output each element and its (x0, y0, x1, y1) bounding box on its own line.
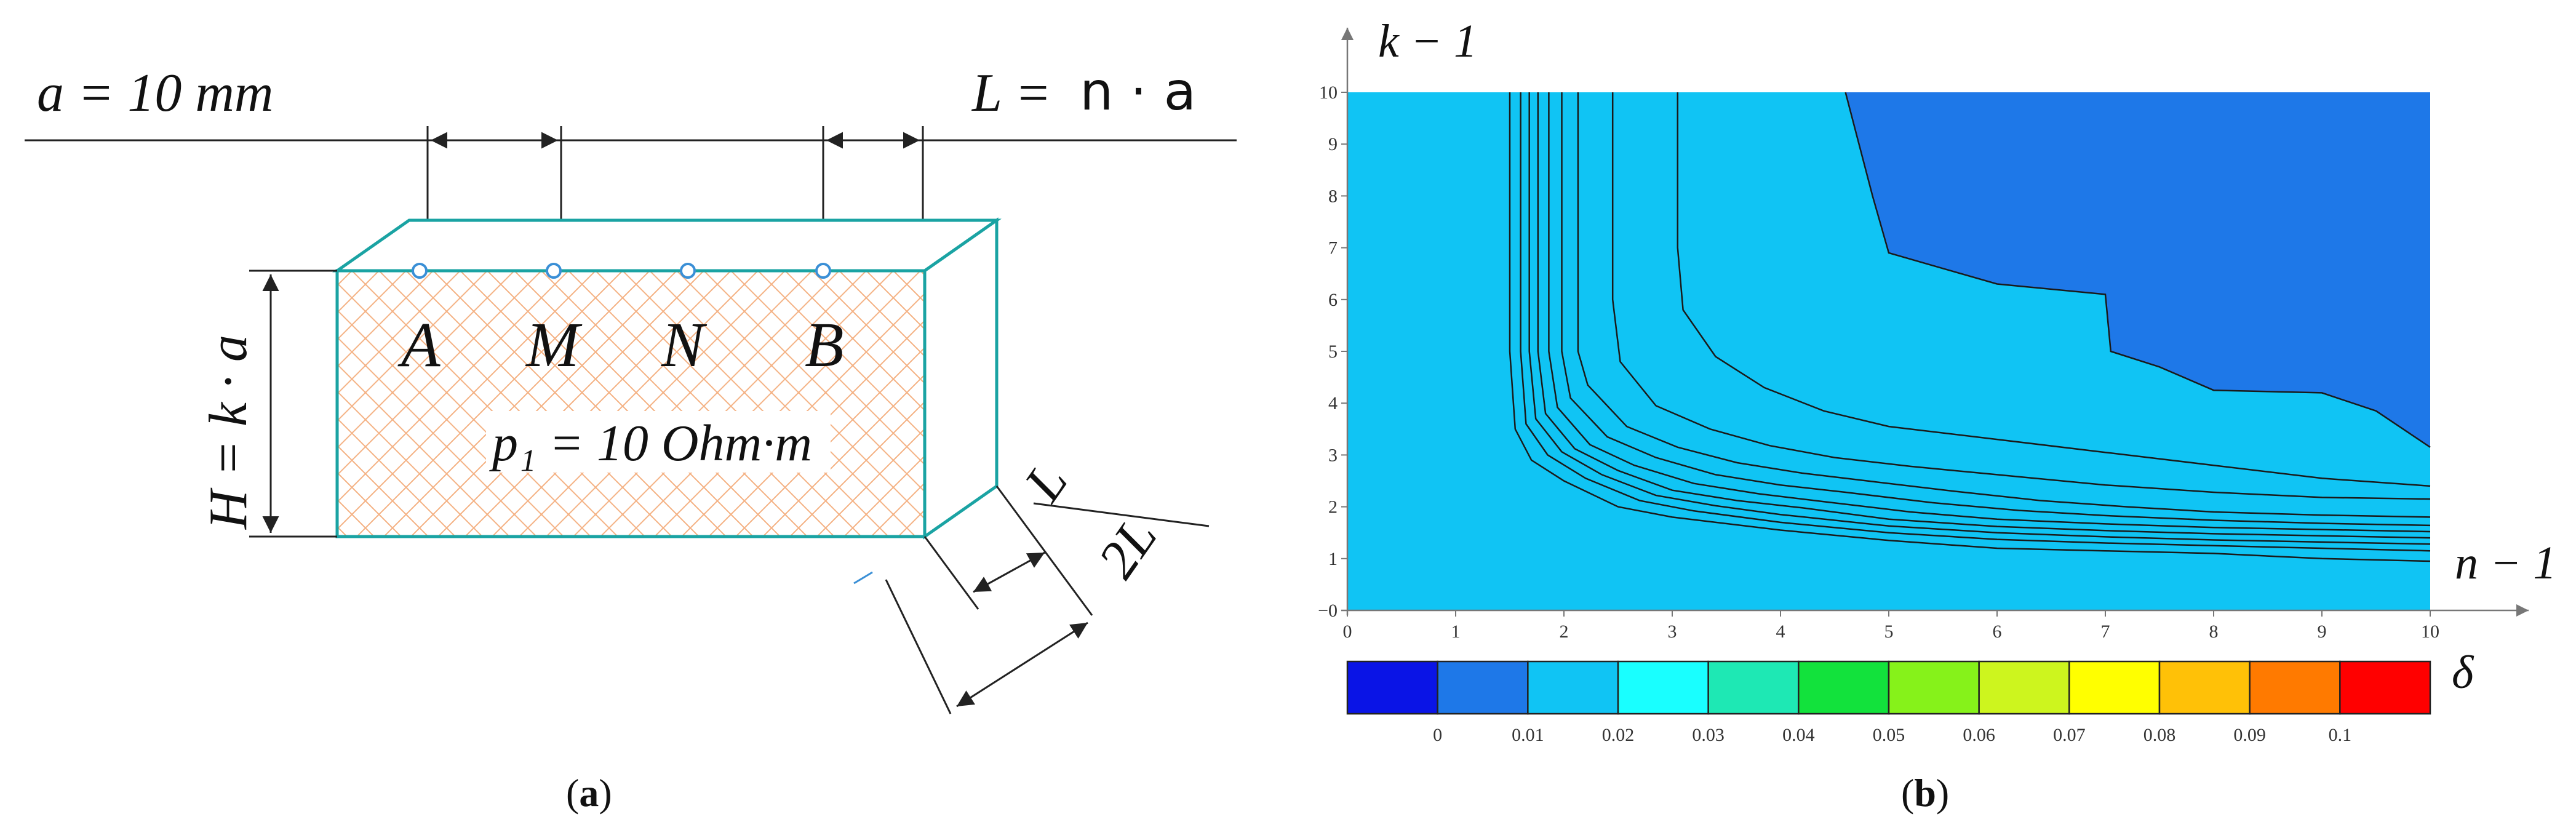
electrode-N-marker (680, 263, 696, 279)
colorbar-tick-9: 0.09 (2233, 725, 2266, 745)
depth-corner-stub (853, 571, 873, 585)
caption-b-open: ( (1901, 771, 1914, 815)
y-tick-label-3: 3 (1328, 445, 1338, 465)
L-depth-arrow (973, 551, 1045, 593)
colorbar-swatch-11 (2339, 660, 2431, 715)
colorbar-swatch-3 (1617, 660, 1709, 715)
caption-a-open: ( (566, 771, 579, 815)
contour-line-0.06 (1548, 92, 2431, 533)
x-tick-label-7: 7 (2101, 621, 2110, 642)
x-tick-label-0: 0 (1343, 621, 1352, 642)
contour-line-0.04 (1577, 92, 2431, 518)
colorbar-tick-4: 0.04 (1782, 725, 1815, 745)
colorbar-tick-6: 0.06 (1963, 725, 1995, 745)
x-tick-label-8: 8 (2209, 621, 2219, 642)
caption-a-close: ) (599, 771, 612, 815)
caption-b-letter: b (1914, 771, 1936, 815)
x-tick-label-5: 5 (1884, 621, 1894, 642)
caption-b: (b) (1901, 771, 1949, 815)
x-tick-label-6: 6 (1993, 621, 2002, 642)
contour-line-0.07 (1537, 92, 2431, 539)
y-tick-label-0: −0 (1318, 601, 1338, 621)
y-tick-label-4: 4 (1328, 393, 1338, 414)
x-tick-label-3: 3 (1668, 621, 1677, 642)
electrode-B-marker (815, 263, 831, 279)
colorbar-tick-8: 0.08 (2143, 725, 2176, 745)
depth-guide-4 (885, 579, 952, 714)
y-tick-label-5: 5 (1328, 342, 1338, 362)
colorbar-swatch-10 (2249, 660, 2341, 715)
contour-line-0.02 (1677, 92, 2431, 487)
electrode-M-marker (546, 263, 562, 279)
block-top-face (332, 218, 1002, 273)
contour-line-0.01 (1844, 92, 2431, 448)
contour-line-0.08 (1528, 92, 2431, 545)
colorbar-tick-1: 0.01 (1512, 725, 1544, 745)
colorbar-swatch-7 (1978, 660, 2070, 715)
contour-line-0.03 (1611, 92, 2431, 500)
y-tick-label-6: 6 (1328, 290, 1338, 310)
electrode-A-marker (412, 263, 428, 279)
2L-depth-arrow (956, 621, 1088, 708)
colorbar-tick-0: 0 (1433, 725, 1442, 745)
colorbar-swatch-0 (1346, 660, 1438, 715)
L-depth-label: L (1013, 453, 1080, 513)
caption-b-close: ) (1936, 771, 1949, 815)
depth-guide-1 (923, 536, 979, 610)
y-tick-label-8: 8 (1328, 186, 1338, 206)
colorbar-swatch-4 (1707, 660, 1800, 715)
colorbar-swatch-8 (2068, 660, 2161, 715)
x-tick-label-4: 4 (1776, 621, 1785, 642)
depth-guide-3 (1033, 502, 1210, 527)
x-tick-label-10: 10 (2421, 621, 2439, 642)
spacing-equation: a = 10 mm (37, 63, 273, 123)
x-tick-label-1: 1 (1451, 621, 1461, 642)
colorbar-tick-10: 0.1 (2329, 725, 2352, 745)
y-tick-label-1: 1 (1328, 549, 1338, 569)
x-tick-label-2: 2 (1560, 621, 1569, 642)
panel-a-diagram: a = 10 mm L = n · a A M N B p₁ = 10 Ohm·… (25, 61, 1237, 815)
electrode-B-label: B (805, 310, 844, 380)
contour-line-0.05 (1561, 92, 2431, 527)
H-equation: H = k · a (199, 335, 258, 530)
resistivity-label: p₁ = 10 Ohm·m (489, 415, 812, 472)
colorbar-tick-5: 0.05 (1873, 725, 1905, 745)
block-front-face (335, 269, 927, 538)
L-equation-rhs: n · a (1080, 61, 1196, 122)
electrode-M-label: M (525, 310, 583, 380)
y-tick-label-10: 10 (1319, 82, 1338, 103)
caption-a: (a) (566, 771, 612, 815)
contour-line-0.1 (1509, 92, 2431, 562)
electrode-N-label: N (661, 310, 708, 380)
y-tick-label-7: 7 (1328, 238, 1338, 258)
colorbar: 0 0.01 0.02 0.03 0.04 0.05 0.06 0.07 0.08 0.09 0.1 (1346, 660, 2431, 745)
block-side-face (923, 217, 999, 540)
x-tick-group: 0 1 2 3 4 5 6 7 8 9 10 (1343, 610, 2439, 642)
colorbar-swatch-6 (1888, 660, 1980, 715)
colorbar-tick-2: 0.02 (1602, 725, 1635, 745)
y-tick-label-2: 2 (1328, 497, 1338, 517)
x-axis-label: n − 1 (2455, 537, 2556, 589)
colorbar-label: δ (2452, 647, 2474, 698)
depth-guide-2 (995, 485, 1093, 616)
colorbar-swatch-9 (2158, 660, 2251, 715)
colorbar-tick-3: 0.03 (1692, 725, 1725, 745)
colorbar-swatch-2 (1527, 660, 1619, 715)
y-tick-label-9: 9 (1328, 134, 1338, 154)
colorbar-tick-7: 0.07 (2053, 725, 2086, 745)
electrode-A-label: A (397, 310, 441, 380)
x-tick-label-9: 9 (2318, 621, 2327, 642)
colorbar-swatch-1 (1437, 660, 1529, 715)
colorbar-swatch-5 (1798, 660, 1890, 715)
y-axis-label: k − 1 (1378, 15, 1477, 67)
contour-lines (1509, 92, 2431, 562)
contour-line-0.09 (1520, 92, 2431, 552)
y-tick-group: −0 1 2 3 4 5 6 7 8 9 10 (1318, 82, 1347, 621)
resistivity-label-bg (486, 411, 831, 473)
panel-b-contour-plot: −0 1 2 3 4 5 6 7 8 9 10 0 1 2 3 4 5 6 7 8 9 10 k − 1 n − 1 0… (1318, 15, 2556, 815)
caption-a-letter: a (579, 771, 599, 815)
L-equation-lhs: L = (971, 63, 1051, 123)
